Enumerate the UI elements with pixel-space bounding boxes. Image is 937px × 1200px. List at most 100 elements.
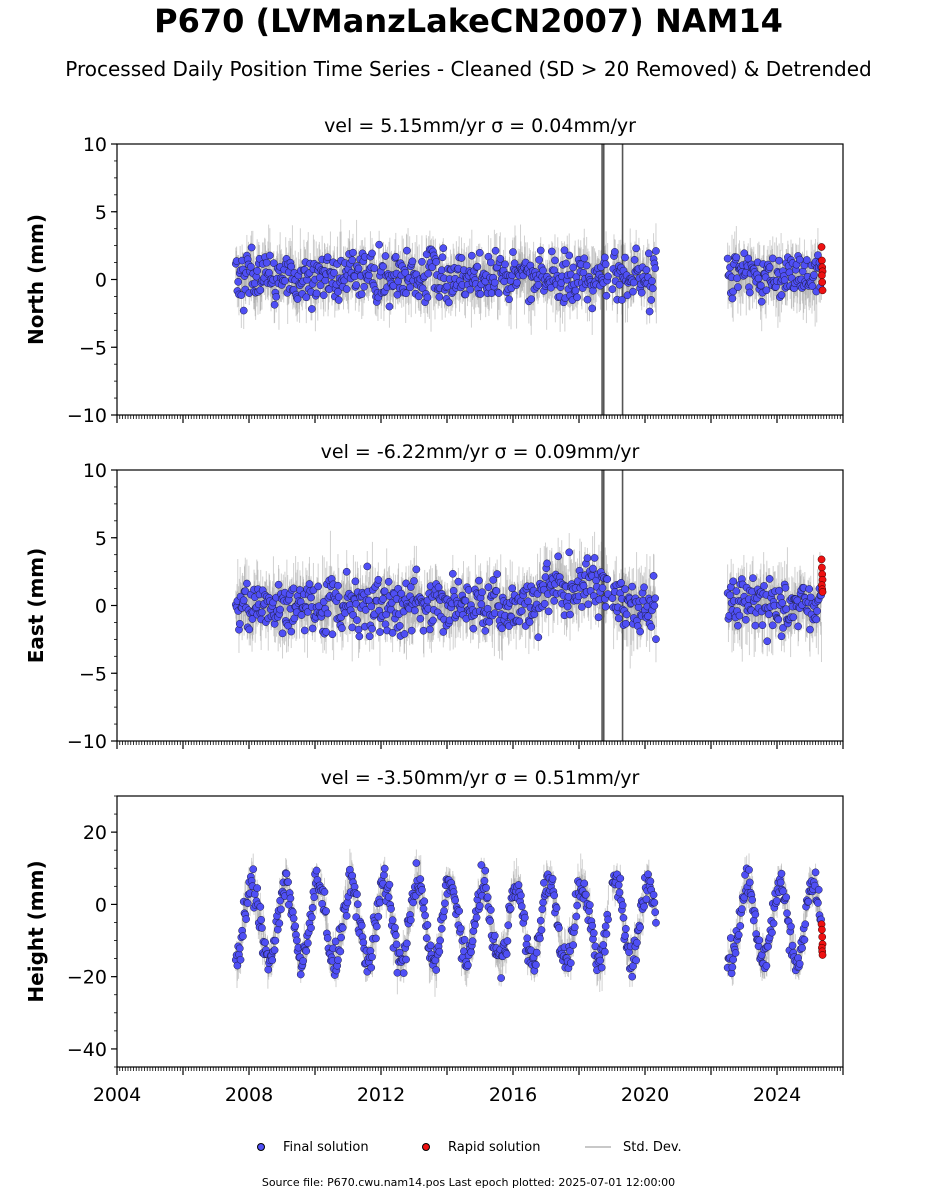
final-point <box>489 576 498 584</box>
final-point <box>758 621 767 630</box>
final-point <box>448 569 457 578</box>
final-point <box>565 251 574 260</box>
final-point <box>250 279 259 288</box>
final-point <box>262 258 271 267</box>
final-point <box>243 579 251 588</box>
final-point <box>391 252 400 261</box>
y-tick-label: −10 <box>67 405 107 427</box>
final-point <box>307 593 315 602</box>
final-point <box>508 584 517 593</box>
final-point <box>368 624 376 633</box>
final-point <box>640 583 648 592</box>
final-point <box>777 632 786 641</box>
final-point <box>493 570 502 578</box>
final-point <box>246 262 255 271</box>
rapid-point <box>818 278 827 287</box>
final-point <box>601 260 610 269</box>
rapid-point <box>817 243 826 251</box>
final-point <box>297 611 306 619</box>
final-point <box>274 580 283 589</box>
final-point <box>352 281 361 289</box>
final-point <box>461 596 470 605</box>
final-point <box>293 295 302 303</box>
final-point <box>475 248 484 257</box>
final-point <box>419 626 428 635</box>
final-point <box>732 253 741 262</box>
panel-1: −10 −5 0 5 10 vel = 5.15mm/yr σ = 0.04mm/yr No… <box>24 115 844 427</box>
final-point <box>349 248 357 257</box>
final-point <box>594 613 603 622</box>
y-axis-label: North (mm) <box>24 214 48 345</box>
final-point <box>443 282 452 291</box>
final-point <box>628 582 637 591</box>
final-point <box>355 632 364 641</box>
final-point <box>571 286 580 295</box>
final-point <box>342 285 351 293</box>
final-point <box>484 583 493 592</box>
final-point <box>334 593 343 601</box>
final-point <box>540 599 549 608</box>
final-point <box>239 596 248 605</box>
final-point <box>302 293 311 302</box>
y-tick-label: −10 <box>67 731 107 753</box>
rapid-point <box>818 286 827 295</box>
final-point <box>608 285 617 294</box>
rapid-point <box>818 256 826 265</box>
final-point <box>342 567 351 576</box>
final-point <box>764 610 773 619</box>
final-point <box>515 617 524 626</box>
final-point <box>551 256 559 265</box>
final-point <box>779 624 787 632</box>
final-point <box>543 559 551 568</box>
final-point <box>808 282 817 291</box>
final-point <box>601 253 609 262</box>
y-tick-label: 10 <box>83 460 107 482</box>
final-point <box>583 554 592 562</box>
final-point <box>562 259 570 268</box>
final-point <box>278 629 287 638</box>
final-point <box>287 627 296 636</box>
final-point <box>763 637 772 646</box>
final-point <box>434 583 443 592</box>
panel-2: −10 −5 0 5 10 vel = -6.22mm/yr σ = 0.09mm/yr E… <box>24 441 844 753</box>
final-point <box>765 263 774 272</box>
final-point <box>334 287 342 296</box>
final-point <box>598 584 607 592</box>
y-axis-label: East (mm) <box>24 548 48 664</box>
final-point <box>469 624 478 633</box>
final-point <box>629 287 637 296</box>
final-point <box>615 280 624 289</box>
final-point <box>330 268 338 277</box>
final-point <box>408 257 417 266</box>
final-point <box>774 615 783 624</box>
final-point <box>550 597 559 605</box>
final-point <box>481 627 490 635</box>
final-point <box>795 255 804 264</box>
final-point <box>566 610 574 619</box>
figure-title: P670 (LVManzLakeCN2007) NAM14 <box>154 2 783 40</box>
final-point <box>527 295 536 304</box>
final-point <box>757 297 766 306</box>
final-point <box>323 609 332 618</box>
final-point <box>370 264 379 273</box>
y-tick-label: 10 <box>83 134 107 156</box>
final-point <box>374 575 383 584</box>
final-point <box>365 632 374 641</box>
final-point <box>648 284 657 293</box>
final-solution-points <box>231 548 825 646</box>
final-point <box>652 635 660 644</box>
final-point <box>487 289 496 297</box>
final-point <box>589 564 597 573</box>
final-point <box>314 582 323 591</box>
final-point <box>388 628 397 637</box>
final-point <box>266 251 274 260</box>
final-point <box>353 616 361 624</box>
rapid-point <box>817 555 826 564</box>
final-point <box>757 281 765 290</box>
final-point <box>642 266 651 274</box>
final-point <box>418 257 426 266</box>
final-point <box>805 585 814 593</box>
final-point <box>432 258 441 266</box>
final-point <box>384 577 393 586</box>
